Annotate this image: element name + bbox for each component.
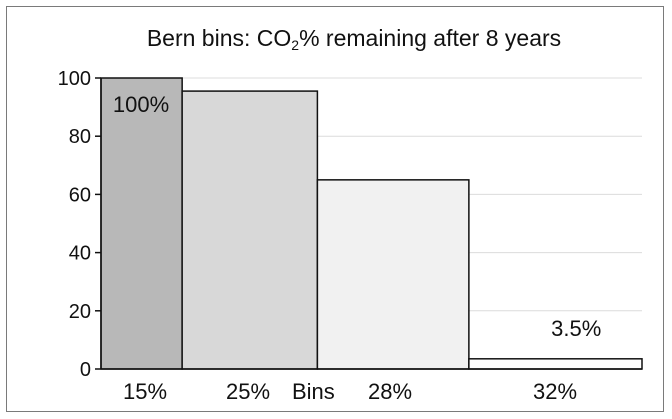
data-labels: 100% 3.5%	[113, 92, 601, 341]
x-axis-label: Bins	[292, 379, 335, 404]
chart-title-rest: % remaining after 8 years	[299, 25, 561, 51]
data-label-4: 3.5%	[551, 316, 601, 341]
data-label-1: 100%	[113, 92, 169, 117]
bar-1	[100, 77, 183, 370]
y-tick-label-0: 0	[80, 359, 91, 381]
x-tick-label-2: 25%	[226, 379, 270, 404]
y-tick-label-100: 100	[58, 68, 91, 90]
y-tick-labels: 0 20 40 60 80 100	[58, 68, 91, 381]
x-tick-label-1: 15%	[123, 379, 167, 404]
y-tick-label-80: 80	[69, 126, 91, 148]
bar-4	[468, 358, 643, 370]
y-tick-label-20: 20	[69, 301, 91, 323]
bar-2	[181, 90, 319, 370]
y-tick-label-60: 60	[69, 184, 91, 206]
bar-3	[316, 179, 470, 370]
chart-title-main: Bern bins: CO	[147, 25, 291, 51]
y-tick-label-40: 40	[69, 243, 91, 265]
x-tick-labels: 15% 25% 28% 32%	[123, 379, 577, 404]
chart-title: Bern bins: CO2% remaining after 8 years	[147, 25, 561, 53]
axes	[95, 77, 642, 370]
x-tick-label-4: 32%	[533, 379, 577, 404]
x-tick-label-3: 28%	[368, 379, 412, 404]
chart-title-subscript: 2	[291, 37, 299, 53]
